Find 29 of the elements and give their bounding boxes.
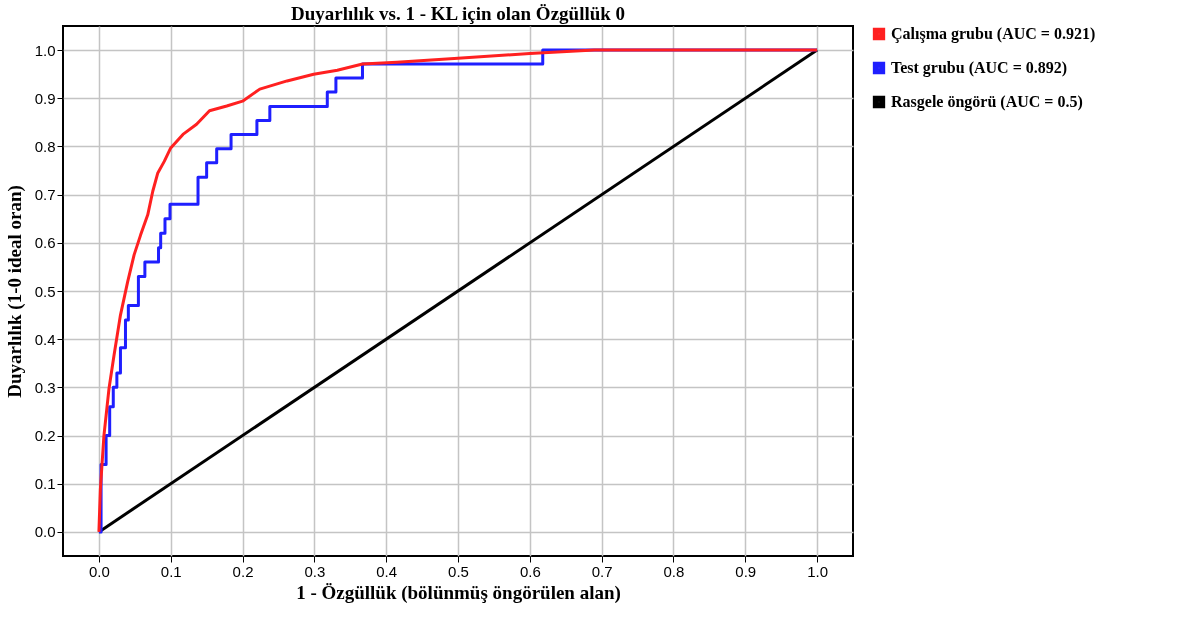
x-tick-label: 0.6 <box>519 562 541 580</box>
y-tick-label: 0.2 <box>34 427 56 445</box>
x-tick-label: 0.7 <box>591 562 613 580</box>
y-tick-label: 0.3 <box>34 378 56 396</box>
legend-label: Çalışma grubu (AUC = 0.921) <box>891 25 1096 43</box>
y-axis-title: Duyarlılık (1-0 ideal oran) <box>3 185 26 398</box>
line-series <box>97 48 819 534</box>
x-tick-label: 0.3 <box>304 562 326 580</box>
chart-title: Duyarlılık vs. 1 - KL için olan Özgüllük 0 <box>290 3 626 24</box>
y-tick-label: 0.4 <box>34 330 56 348</box>
y-tick-label: 1.0 <box>34 41 56 59</box>
legend-label: Rasgele öngörü (AUC = 0.5) <box>891 93 1083 111</box>
x-tick-label: 0.0 <box>88 562 110 580</box>
x-tick-label: 0.2 <box>232 562 254 580</box>
y-tick-label: 0.5 <box>34 282 56 300</box>
y-tick-label: 0.9 <box>34 89 56 107</box>
y-tick-label: 0.0 <box>34 523 56 541</box>
x-axis-title: 1 - Özgüllük (bölünmüş öngörülen alan) <box>296 581 621 604</box>
y-tick-label: 0.1 <box>34 475 56 493</box>
x-tick-label: 0.9 <box>735 562 757 580</box>
x-tick-label: 1.0 <box>807 562 829 580</box>
x-tick-label: 0.8 <box>663 562 685 580</box>
legend-label: Test grubu (AUC = 0.892) <box>891 59 1068 77</box>
y-tick-label: 0.8 <box>34 137 56 155</box>
x-tick-label: 0.1 <box>160 562 182 580</box>
x-tick-label: 0.4 <box>376 562 398 580</box>
y-tick-label: 0.7 <box>34 186 56 204</box>
y-tick-label: 0.6 <box>34 234 56 252</box>
x-tick-label: 0.5 <box>448 562 469 580</box>
